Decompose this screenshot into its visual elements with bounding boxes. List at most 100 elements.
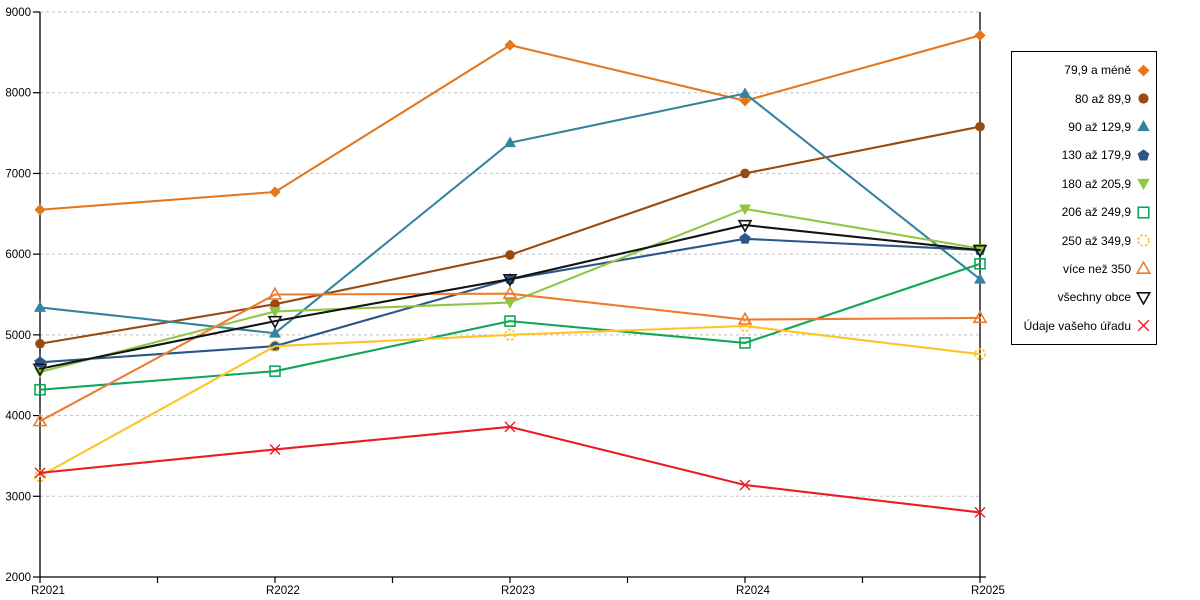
legend-label: Údaje vašeho úřadu xyxy=(1023,318,1131,333)
circle-dashed-legend-icon xyxy=(1137,234,1150,247)
chart-legend: 79,9 a méně 80 až 89,9 90 až 129,9 130 až 1… xyxy=(1011,51,1157,345)
marker-diamond xyxy=(739,95,751,107)
marker-x xyxy=(504,421,516,433)
legend-item: 130 až 179,9 xyxy=(1014,148,1151,163)
legend-label: všechny obce xyxy=(1057,290,1131,305)
x-legend-icon xyxy=(1137,319,1150,332)
legend-label: 90 až 129,9 xyxy=(1068,119,1131,134)
triangle-up-legend-icon xyxy=(1137,120,1150,132)
legend-item: 250 až 349,9 xyxy=(1014,233,1151,248)
marker-triangle-up xyxy=(1137,120,1150,132)
y-tick-label: 3000 xyxy=(5,491,31,503)
x-tick-label: R2023 xyxy=(501,585,535,597)
legend-item: 180 až 205,9 xyxy=(1014,176,1151,191)
marker-x xyxy=(34,467,46,479)
marker-x xyxy=(1137,319,1150,332)
marker-circle xyxy=(975,121,985,132)
marker-pentagon xyxy=(34,356,46,368)
legend-item: 90 až 129,9 xyxy=(1014,119,1151,134)
marker-circle-dashed xyxy=(1137,234,1150,247)
triangle-down-legend-icon xyxy=(1136,291,1151,305)
marker-diamond xyxy=(1137,64,1150,77)
marker-triangle-up xyxy=(974,272,986,284)
marker-triangle-down xyxy=(972,244,988,258)
x-tick-label: R2021 xyxy=(31,585,65,597)
y-tick-label: 9000 xyxy=(5,7,31,19)
triangle-down-legend-icon xyxy=(1137,179,1150,191)
marker-triangle-down xyxy=(502,273,518,287)
marker-circle-dashed xyxy=(504,328,516,341)
marker-triangle-up xyxy=(32,413,48,427)
marker-triangle-down xyxy=(267,315,283,329)
legend-item: 80 až 89,9 xyxy=(1014,91,1151,106)
marker-diamond xyxy=(34,204,46,216)
marker-triangle-up xyxy=(972,310,988,324)
marker-square xyxy=(974,258,986,270)
marker-circle-dashed xyxy=(739,320,751,332)
marker-triangle-up xyxy=(1136,261,1151,275)
series-line-5 xyxy=(38,262,982,391)
marker-x xyxy=(739,479,751,491)
marker-diamond xyxy=(504,39,516,51)
y-tick-label: 4000 xyxy=(5,411,31,423)
legend-label: 206 až 249,9 xyxy=(1061,205,1131,220)
marker-circle xyxy=(505,250,515,260)
legend-item: Údaje vašeho úřadu xyxy=(1014,318,1151,333)
marker-pentagon xyxy=(1137,149,1150,161)
circle-legend-icon xyxy=(1138,93,1149,104)
marker-triangle-down xyxy=(504,298,516,309)
x-tick-label: R2025 xyxy=(971,585,1005,597)
legend-label: 80 až 89,9 xyxy=(1074,91,1131,106)
marker-triangle-up xyxy=(739,87,751,98)
marker-triangle-down xyxy=(32,363,48,377)
series-line-4 xyxy=(38,207,982,374)
legend-item: všechny obce xyxy=(1014,290,1151,305)
y-tick-label: 6000 xyxy=(5,249,31,261)
marker-square xyxy=(1137,206,1150,219)
legend-label: 79,9 a méně xyxy=(1064,63,1131,78)
marker-triangle-up xyxy=(504,136,516,148)
square-legend-icon xyxy=(1137,206,1150,219)
marker-triangle-down xyxy=(1136,291,1151,305)
marker-circle xyxy=(1138,93,1149,104)
marker-diamond xyxy=(269,186,281,198)
marker-triangle-up xyxy=(502,285,518,299)
series-line-8 xyxy=(38,224,982,370)
marker-triangle-down xyxy=(737,219,753,233)
triangle-up-legend-icon xyxy=(1136,261,1151,275)
x-tick-label: R2022 xyxy=(266,585,300,597)
marker-x xyxy=(269,443,281,455)
marker-circle xyxy=(270,299,280,309)
legend-item: více než 350 xyxy=(1014,261,1151,276)
series-line-0 xyxy=(38,34,982,211)
marker-circle-dashed xyxy=(34,470,46,483)
marker-square xyxy=(269,365,281,377)
marker-circle xyxy=(740,168,750,179)
legend-label: 180 až 205,9 xyxy=(1061,176,1131,191)
legend-label: více než 350 xyxy=(1062,261,1131,276)
marker-triangle-down xyxy=(1137,179,1150,191)
diamond-legend-icon xyxy=(1137,64,1150,77)
marker-square xyxy=(739,337,751,349)
marker-circle-dashed xyxy=(269,340,281,353)
legend-label: 250 až 349,9 xyxy=(1061,233,1131,248)
marker-x xyxy=(974,506,986,518)
y-tick-label: 2000 xyxy=(5,572,31,584)
series-line-2 xyxy=(38,92,982,335)
series-line-6 xyxy=(38,324,982,478)
marker-circle-dashed xyxy=(974,348,986,361)
marker-square xyxy=(504,315,516,327)
y-tick-label: 8000 xyxy=(5,88,31,100)
y-tick-label: 5000 xyxy=(5,330,31,342)
marker-pentagon xyxy=(739,232,751,244)
marker-triangle-up xyxy=(737,311,753,325)
marker-square xyxy=(34,383,46,396)
legend-label: 130 až 179,9 xyxy=(1061,148,1131,163)
legend-item: 206 až 249,9 xyxy=(1014,205,1151,220)
marker-triangle-down xyxy=(269,307,281,318)
pentagon-legend-icon xyxy=(1137,149,1150,161)
marker-diamond xyxy=(974,29,986,42)
marker-triangle-up xyxy=(269,327,281,338)
